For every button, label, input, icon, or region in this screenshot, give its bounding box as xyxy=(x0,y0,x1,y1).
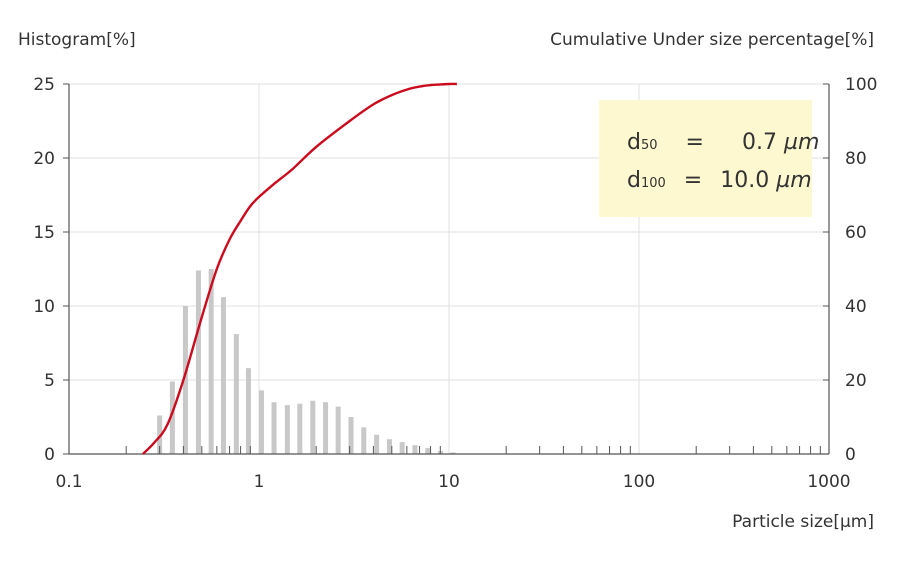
y-left-tick-label: 0 xyxy=(44,445,55,465)
histogram-bar xyxy=(220,297,226,454)
histogram-bar xyxy=(450,452,456,454)
y-right-tick-label: 80 xyxy=(845,149,867,169)
y-left-tick-label: 10 xyxy=(33,297,55,317)
histogram-bar xyxy=(425,448,431,454)
histogram-bar xyxy=(271,402,277,454)
y-left-tick-label: 5 xyxy=(44,371,55,391)
d100-equals: = xyxy=(683,168,703,193)
histogram-bar xyxy=(169,381,175,454)
d50-equals: = xyxy=(685,130,704,155)
d50-unit: µm xyxy=(783,130,820,155)
y-axis-right-label: Cumulative Under size percentage[%] xyxy=(550,30,874,50)
y-axis-left-label: Histogram[%] xyxy=(18,30,136,50)
histogram-bar xyxy=(361,427,367,454)
histogram-bar xyxy=(399,442,405,454)
cumulative-curve xyxy=(142,82,457,455)
histogram-bar xyxy=(386,439,392,454)
histogram-bar xyxy=(182,306,188,454)
d50-row: d50 = 0.7 µm xyxy=(627,124,819,162)
y-left-tick-label: 20 xyxy=(33,149,55,169)
histogram-bar xyxy=(233,334,239,454)
x-tick-label: 10 xyxy=(438,472,460,492)
histogram-bar xyxy=(374,434,380,454)
tick-labels: 0.1 1 10 100 1000 0 5 10 15 20 25 0 20 40 60 80 100 xyxy=(33,75,877,492)
histogram-bar xyxy=(195,270,201,454)
histogram-bar xyxy=(284,405,290,454)
y-right-tick-label: 20 xyxy=(845,371,867,391)
histogram-bar xyxy=(310,400,316,454)
histogram-bar xyxy=(335,406,341,454)
y-left-tick-label: 25 xyxy=(33,75,55,95)
d50-subscript: 50 xyxy=(640,138,658,153)
histogram-bar xyxy=(245,368,251,454)
x-axis-label: Particle size[µm] xyxy=(732,512,874,532)
histogram-bar xyxy=(208,269,214,454)
axes xyxy=(63,83,830,455)
histogram-bar xyxy=(297,403,303,454)
d100-row: d100 = 10.0 µm xyxy=(627,162,812,200)
d100-value: 10.0 xyxy=(720,168,770,193)
d100-subscript: 100 xyxy=(640,176,666,191)
d100-unit: µm xyxy=(776,168,812,193)
d-value-annotation: d50 = 0.7 µm d100 = 10.0 µm xyxy=(599,100,819,217)
y-right-tick-label: 60 xyxy=(845,223,867,243)
histogram-bar xyxy=(258,390,264,454)
d100-symbol: d100 xyxy=(627,168,666,193)
histogram-bar xyxy=(348,417,354,454)
x-tick-label: 100 xyxy=(623,472,655,492)
histogram-bar xyxy=(323,402,329,454)
x-tick-label: 1000 xyxy=(807,472,850,492)
histogram-bar xyxy=(412,445,418,454)
y-right-tick-label: 40 xyxy=(845,297,867,317)
d50-value: 0.7 xyxy=(741,130,777,155)
x-tick-label: 0.1 xyxy=(55,472,82,492)
cumulative-line xyxy=(142,82,457,455)
d50-symbol: d50 xyxy=(627,130,658,155)
histogram-bars xyxy=(157,269,456,454)
y-left-tick-label: 15 xyxy=(33,223,55,243)
y-right-tick-label: 100 xyxy=(845,75,877,95)
x-tick-label: 1 xyxy=(254,472,265,492)
y-right-tick-label: 0 xyxy=(845,445,856,465)
